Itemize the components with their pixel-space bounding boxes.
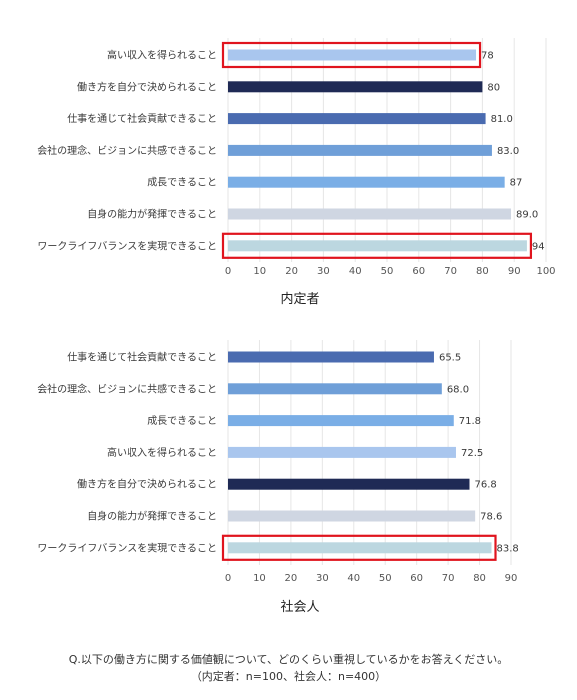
bar-1-6 xyxy=(228,542,492,554)
x-tick-label-1-1: 10 xyxy=(253,573,266,584)
x-tick-label-1-4: 40 xyxy=(347,573,360,584)
x-tick-label-1-3: 30 xyxy=(316,573,329,584)
x-tick-label-0-4: 40 xyxy=(349,266,362,277)
category-label-0-4: 成長できること xyxy=(147,177,217,189)
bar-0-6 xyxy=(228,240,527,252)
data-label-1-1: 68.0 xyxy=(447,384,469,395)
bar-0-4 xyxy=(228,176,505,188)
category-label-0-0: 高い収入を得られること xyxy=(107,49,217,62)
data-label-1-0: 65.5 xyxy=(439,353,461,364)
x-tick-label-1-6: 60 xyxy=(410,573,423,584)
category-label-1-4: 働き方を自分で決められること xyxy=(77,478,217,491)
highlight-box-0-0 xyxy=(221,41,482,69)
x-tick-label-1-5: 50 xyxy=(379,573,392,584)
x-tick-label-0-9: 90 xyxy=(508,266,521,277)
data-label-0-6: 94 xyxy=(532,241,545,252)
bar-0-0 xyxy=(228,49,477,61)
bar-1-3 xyxy=(228,446,456,458)
bar-1-2 xyxy=(228,415,454,427)
bar-0-2 xyxy=(228,113,486,125)
bar-1-1 xyxy=(228,383,442,395)
data-label-1-4: 76.8 xyxy=(474,480,496,491)
chart-title-1: 社会人 xyxy=(280,599,319,615)
data-label-0-5: 89.0 xyxy=(516,210,538,221)
category-label-0-2: 仕事を通じて社会貢献できること xyxy=(67,112,217,125)
category-label-1-2: 成長できること xyxy=(147,415,217,427)
x-tick-label-0-8: 80 xyxy=(476,266,489,277)
x-tick-label-0-6: 60 xyxy=(412,266,425,277)
data-label-1-5: 78.6 xyxy=(480,512,502,523)
bar-0-3 xyxy=(228,144,492,156)
category-label-1-6: ワークライフバランスを実現できること xyxy=(37,541,217,554)
category-label-0-6: ワークライフバランスを実現できること xyxy=(37,239,217,252)
footer-sample-size: （内定者：n=100、社会人：n=400） xyxy=(190,670,387,683)
x-tick-label-0-5: 50 xyxy=(381,266,394,277)
data-label-1-2: 71.8 xyxy=(459,416,481,427)
bar-1-0 xyxy=(228,351,434,363)
x-tick-label-0-10: 100 xyxy=(536,266,555,277)
x-tick-label-0-7: 70 xyxy=(444,266,457,277)
x-tick-label-1-8: 80 xyxy=(473,573,486,584)
x-tick-label-1-0: 0 xyxy=(225,573,231,584)
category-label-1-3: 高い収入を得られること xyxy=(107,446,217,459)
bar-1-5 xyxy=(228,510,476,522)
footer-question: Q.以下の働き方に関する価値観について、どのくらい重視しているかをお答えください… xyxy=(68,653,509,666)
data-label-0-3: 83.0 xyxy=(497,146,519,157)
x-tick-label-0-0: 0 xyxy=(225,266,231,277)
x-tick-label-0-2: 20 xyxy=(285,266,298,277)
highlight-box-0-6 xyxy=(221,232,533,259)
data-label-0-4: 87 xyxy=(510,178,523,189)
bar-0-1 xyxy=(228,81,483,93)
x-tick-label-1-7: 70 xyxy=(442,573,455,584)
data-label-0-0: 78 xyxy=(481,51,494,62)
chart-title-0: 内定者 xyxy=(280,291,319,307)
category-label-1-0: 仕事を通じて社会貢献できること xyxy=(67,351,217,364)
category-label-0-5: 自身の能力が発揮できること xyxy=(87,208,217,221)
bar-0-5 xyxy=(228,208,512,220)
data-label-1-6: 83.8 xyxy=(497,543,519,554)
x-tick-label-1-9: 90 xyxy=(505,573,518,584)
bar-1-4 xyxy=(228,478,470,490)
x-tick-label-1-2: 20 xyxy=(285,573,298,584)
x-tick-label-0-1: 10 xyxy=(253,266,266,277)
data-label-1-3: 72.5 xyxy=(461,448,483,459)
highlight-box-1-6 xyxy=(221,534,497,561)
category-label-0-1: 働き方を自分で決められること xyxy=(77,80,217,93)
data-label-0-1: 80 xyxy=(487,82,500,93)
category-label-0-3: 会社の理念、ビジョンに共感できること xyxy=(37,144,217,157)
category-label-1-5: 自身の能力が発揮できること xyxy=(87,510,217,523)
data-label-0-2: 81.0 xyxy=(491,114,513,125)
x-tick-label-0-3: 30 xyxy=(317,266,330,277)
category-label-1-1: 会社の理念、ビジョンに共感できること xyxy=(37,382,217,395)
